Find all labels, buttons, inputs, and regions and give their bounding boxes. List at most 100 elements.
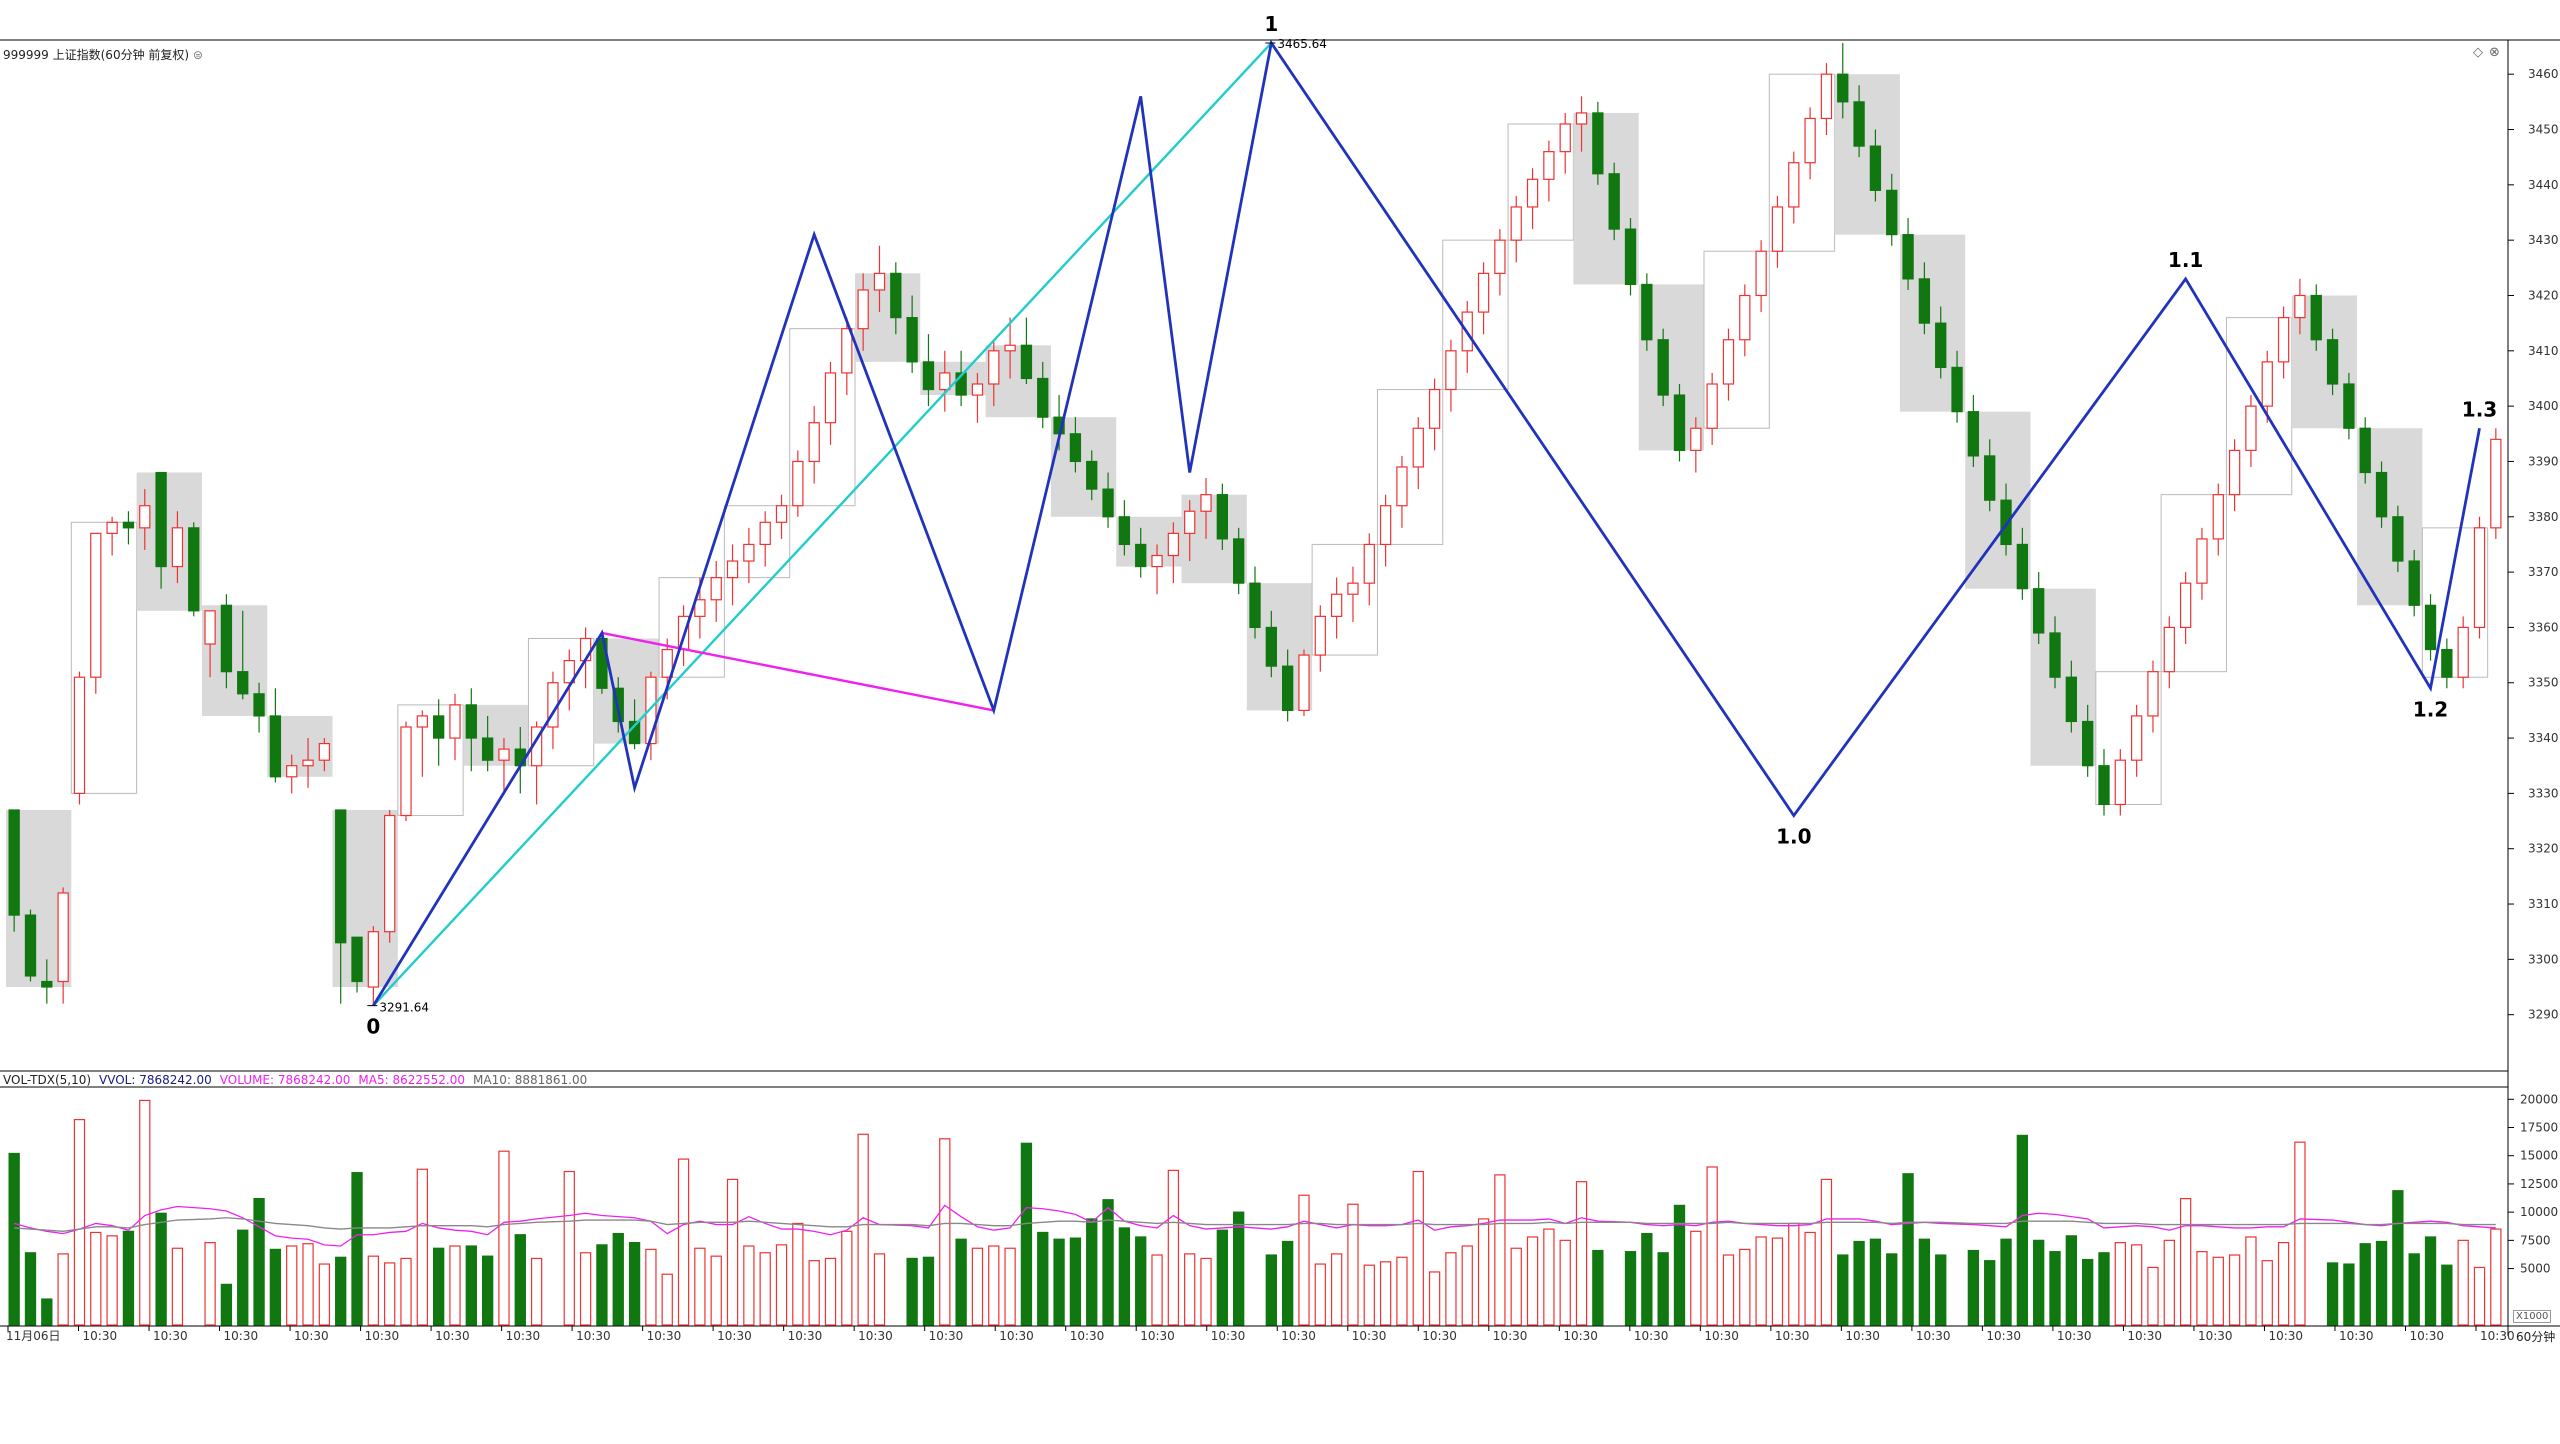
volume-bar (1886, 1253, 1898, 1326)
time-tick-label: 10:30 (1563, 1329, 1598, 1343)
candle-body (1445, 350, 1457, 391)
volume-bar (2277, 1242, 2290, 1326)
candle-body (2082, 720, 2094, 767)
candle-body (1379, 505, 1392, 546)
candle-body (1804, 117, 1816, 164)
volume-bar (645, 1248, 657, 1326)
candle-body (1837, 73, 1849, 103)
volume-bar (171, 1247, 184, 1326)
wave-label: 1.1 (2168, 248, 2203, 272)
volume-bar (204, 1242, 216, 1326)
volume-bar (41, 1298, 53, 1326)
candle-body (1869, 145, 1882, 191)
candle-body (2228, 449, 2241, 496)
candle-body (2277, 317, 2290, 363)
candle-body (1788, 162, 1800, 208)
volume-bar (1853, 1240, 1865, 1326)
volume-bar (1298, 1194, 1310, 1326)
volume-bar (971, 1247, 984, 1326)
time-tick-label: 10:30 (717, 1329, 752, 1343)
candle-body (1510, 206, 1522, 241)
time-tick-label: 10:30 (929, 1329, 964, 1343)
candle-body (2326, 339, 2339, 385)
volume-bar (530, 1257, 543, 1326)
volume-bar (1804, 1231, 1816, 1326)
time-tick-label: 10:30 (1352, 1329, 1387, 1343)
candle-body (1592, 112, 1604, 175)
volume-bar (775, 1244, 788, 1326)
indicator-name[interactable]: VOL-TDX(5,10) (3, 1073, 92, 1087)
candle-body (1559, 123, 1571, 153)
candle-body (2130, 715, 2143, 761)
candle-body (449, 704, 461, 739)
time-tick-label: 10:30 (224, 1329, 259, 1343)
price-tick-label: 3330 (2528, 786, 2559, 800)
price-tick-label: 3380 (2528, 510, 2559, 524)
volume-bar (2130, 1244, 2143, 1326)
price-tick-label: 3460 (2528, 67, 2559, 81)
range-box (1311, 543, 1378, 656)
candle-body (2033, 588, 2045, 634)
time-tick-label: 10:30 (153, 1329, 188, 1343)
range-box (1703, 250, 1770, 429)
candle-body (2359, 427, 2371, 474)
settings-icon[interactable]: ⊜ (192, 48, 203, 62)
candle-body (8, 809, 20, 916)
candle-body (743, 543, 755, 562)
volume-bar (710, 1255, 722, 1326)
price-tick-label: 3420 (2528, 288, 2559, 302)
candle-body (890, 272, 902, 319)
volume-bar (955, 1238, 967, 1326)
volume-bar (2392, 1190, 2404, 1326)
volume-bar (2196, 1251, 2208, 1326)
time-tick-label: 10:30 (647, 1329, 682, 1343)
volume-bar (1657, 1252, 1669, 1326)
candle-body (1951, 366, 1963, 413)
candle-body (2375, 471, 2388, 518)
price-tick-label: 3300 (2528, 952, 2559, 966)
candle-body (1086, 460, 1098, 490)
volume-bar (2408, 1253, 2420, 1326)
volume-tick-label: 17500 (2520, 1121, 2558, 1135)
time-axis: 11月06日 10:30 10:30 10:30 10:30 10:30 10:30 10:3… (6, 1326, 2515, 1343)
volume-bar (906, 1257, 918, 1326)
candle-body (1624, 228, 1637, 286)
candle-body (2179, 582, 2192, 629)
volume-bar (465, 1245, 477, 1326)
candle-body (481, 737, 494, 761)
period-label[interactable]: 60分钟 (2516, 1330, 2556, 1344)
wave-main-line (372, 39, 2481, 1007)
candle-body (2098, 765, 2110, 806)
volume-bar (1379, 1261, 1392, 1326)
candle-body (2065, 676, 2078, 723)
volume-bar (286, 1245, 298, 1326)
volume-bar (857, 1133, 869, 1326)
volume-bar (384, 1262, 396, 1326)
wave-labels: 0 1 1.0 1.1 1.2 1.3 3291.64 3465.64 (366, 12, 2497, 1039)
volume-bar (922, 1256, 935, 1326)
volume-bar (1330, 1253, 1343, 1326)
price-axis: 3290 3300 3310 3320 3330 3340 3350 3360 3370 3380… (2508, 67, 2559, 1022)
time-tick-label: 10:30 (1070, 1329, 1105, 1343)
candle-body (1298, 654, 1310, 712)
volume-bar (2261, 1260, 2273, 1326)
time-tick-label: 10:30 (788, 1329, 823, 1343)
diamond-icon[interactable]: ◇ (2473, 45, 2483, 60)
time-tick-label: 11月06日 (6, 1329, 61, 1343)
price-tick-label: 3350 (2528, 676, 2559, 690)
volume-bar (2343, 1263, 2355, 1326)
price-tick-label: 3370 (2528, 565, 2559, 579)
candle-body (465, 704, 477, 739)
candle-body (1167, 532, 1180, 557)
volume-bar (1902, 1173, 1914, 1326)
candle-body (1428, 388, 1441, 429)
volume-bar (106, 1235, 118, 1326)
time-tick-label: 10:30 (294, 1329, 329, 1343)
volume-bar (2441, 1264, 2453, 1326)
volume-bar (628, 1242, 641, 1326)
candle-body (351, 936, 363, 983)
close-circle-icon[interactable]: ⊗ (2489, 45, 2500, 60)
candle-body (171, 527, 184, 568)
